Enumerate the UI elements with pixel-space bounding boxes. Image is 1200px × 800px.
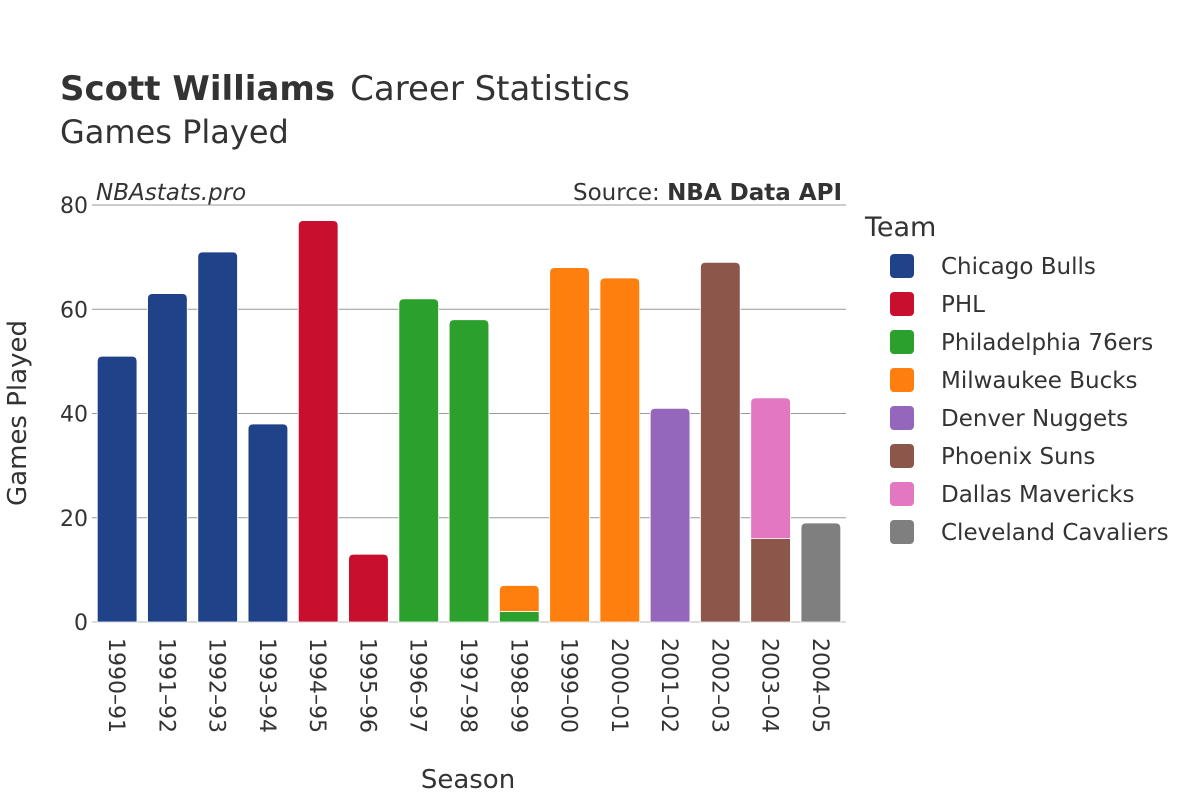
x-tick-label: 2000–01 bbox=[606, 638, 631, 733]
y-tick-label: 40 bbox=[60, 403, 88, 428]
y-tick-label: 20 bbox=[60, 507, 88, 532]
bar-chicago-bulls-1990–91 bbox=[96, 355, 138, 623]
x-tick-label: 1990–91 bbox=[103, 638, 128, 733]
legend-swatch-phoenix-suns bbox=[890, 444, 914, 468]
x-tick-label: 1998–99 bbox=[505, 638, 530, 733]
source-name: NBA Data API bbox=[667, 180, 842, 206]
legend-swatch-cleveland-cavaliers bbox=[890, 520, 914, 544]
y-axis-label: Games Played bbox=[3, 320, 33, 506]
legend-label-chicago-bulls: Chicago Bulls bbox=[941, 254, 1096, 280]
x-axis-label: Season bbox=[421, 765, 515, 795]
y-tick-label: 60 bbox=[60, 298, 88, 323]
bar-phoenix-suns-2003–04 bbox=[750, 538, 791, 623]
chart-title-bold: Scott Williams bbox=[60, 69, 335, 109]
bars-layer bbox=[96, 220, 842, 623]
chart-subtitle: Games Played bbox=[60, 113, 289, 151]
chart-title: Scott Williams Career Statistics bbox=[60, 69, 630, 109]
x-tick-label: 1994–95 bbox=[304, 638, 329, 733]
y-tick-label: 0 bbox=[74, 611, 88, 636]
bar-chicago-bulls-1993–94 bbox=[247, 423, 289, 623]
bar-milwaukee-bucks-2000–01 bbox=[599, 277, 641, 623]
bar-milwaukee-bucks-1999–00 bbox=[549, 267, 590, 623]
bar-chicago-bulls-1991–92 bbox=[147, 293, 188, 623]
legend-label-phoenix-suns: Phoenix Suns bbox=[941, 444, 1095, 470]
source-prefix: Source: bbox=[573, 180, 667, 206]
x-tick-label: 1993–94 bbox=[254, 638, 279, 733]
legend-label-phl: PHL bbox=[941, 292, 985, 318]
legend-label-dallas-mavericks: Dallas Mavericks bbox=[941, 482, 1134, 508]
x-tick-labels: 1990–91 1991–92 1992–93 1993–94 1994–95 1995–… bbox=[103, 638, 832, 733]
bar-philadelphia-76ers-1996–97 bbox=[398, 298, 439, 623]
bar-philadelphia-76ers-1997–98 bbox=[448, 319, 490, 623]
legend-title: Team bbox=[864, 212, 936, 243]
bar-phl-1995–96 bbox=[348, 553, 389, 623]
x-tick-label: 1992–93 bbox=[204, 638, 229, 733]
bar-phl-1994–95 bbox=[297, 220, 339, 623]
source-credit: Source: NBA Data API bbox=[573, 180, 842, 206]
legend-label-cleveland-cavaliers: Cleveland Cavaliers bbox=[941, 520, 1169, 546]
x-tick-label: 1995–96 bbox=[354, 638, 379, 733]
x-tick-label: 2001–02 bbox=[656, 638, 681, 733]
y-tick-labels: 0 20 40 60 80 bbox=[60, 194, 88, 636]
bar-milwaukee-bucks-1998–99 bbox=[499, 585, 540, 612]
x-tick-label: 1996–97 bbox=[405, 638, 430, 733]
x-tick-label: 2002–03 bbox=[706, 638, 731, 733]
x-tick-label: 2003–04 bbox=[757, 638, 782, 733]
legend-swatch-milwaukee-bucks bbox=[890, 368, 914, 392]
x-tick-label: 2004–05 bbox=[807, 638, 832, 733]
bar-denver-nuggets-2001–02 bbox=[649, 407, 691, 623]
legend-label-philadelphia-76ers: Philadelphia 76ers bbox=[941, 330, 1153, 356]
bar-cleveland-cavaliers-2004–05 bbox=[800, 522, 842, 623]
bar-phoenix-suns-2002–03 bbox=[700, 261, 741, 623]
legend-swatch-dallas-mavericks bbox=[890, 482, 914, 506]
legend-swatch-phl bbox=[890, 292, 914, 316]
chart-title-rest: Career Statistics bbox=[350, 69, 630, 109]
legend: Team Chicago Bulls PHL Philadelphia 76ers M… bbox=[864, 212, 1169, 546]
legend-swatch-denver-nuggets bbox=[890, 406, 914, 430]
x-tick-label: 1999–00 bbox=[556, 638, 581, 733]
watermark-text: NBAstats.pro bbox=[96, 180, 246, 206]
bar-dallas-mavericks-2003–04 bbox=[750, 397, 791, 539]
bar-chicago-bulls-1992–93 bbox=[197, 251, 238, 623]
legend-swatch-chicago-bulls bbox=[890, 254, 914, 278]
legend-label-milwaukee-bucks: Milwaukee Bucks bbox=[941, 368, 1138, 394]
y-tick-label: 80 bbox=[60, 194, 88, 219]
legend-label-denver-nuggets: Denver Nuggets bbox=[941, 406, 1128, 432]
bar-philadelphia-76ers-1998–99 bbox=[499, 611, 540, 623]
legend-swatch-philadelphia-76ers bbox=[890, 330, 914, 354]
x-tick-label: 1991–92 bbox=[153, 638, 178, 733]
x-tick-label: 1997–98 bbox=[455, 638, 480, 733]
